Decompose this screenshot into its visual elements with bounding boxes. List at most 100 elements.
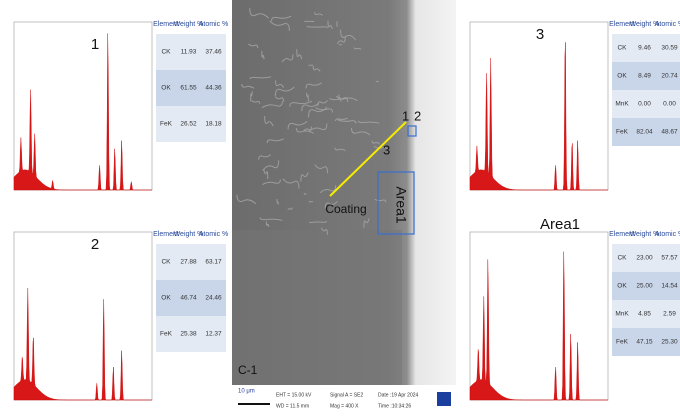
table-cell: OK [161,85,171,92]
info-text: Mag = 400 X [330,403,359,409]
texture-stroke [289,100,313,107]
panel-label: 1 [91,36,99,53]
table-cell: 12.37 [205,331,222,338]
texture-stroke [300,172,309,182]
texture-stroke [374,198,387,203]
table-cell: 23.00 [636,255,653,262]
table-row [156,70,226,106]
texture-stroke [249,76,272,80]
texture-stroke [241,83,255,89]
texture-stroke [373,145,388,151]
table-cell: 24.46 [205,295,222,302]
texture-stroke [296,49,303,60]
texture-stroke [338,94,358,102]
panel-label: 3 [536,26,544,43]
texture-stroke [295,127,314,134]
texture-stroke [308,201,314,203]
table-row [612,62,680,90]
table-cell: 37.46 [205,49,222,56]
texture-stroke [276,198,279,205]
texture-stroke [263,169,269,180]
table-cell: 8.49 [638,73,651,80]
texture-stroke [265,221,270,227]
spot-label: 2 [414,108,421,123]
table-cell: 82.04 [636,129,653,136]
texture-stroke [261,101,283,109]
table-cell: 48.67 [661,129,678,136]
texture-stroke [336,36,346,45]
texture-stroke [250,91,253,102]
texture-stroke [301,102,320,112]
texture-stroke [319,185,337,194]
table-row [612,244,680,272]
spectrum [469,42,608,191]
texture-stroke [329,97,342,102]
texture-stroke [324,200,338,209]
table-cell: 44.36 [205,85,222,92]
panel-label: 2 [91,236,99,253]
logo [437,392,451,406]
table-cell: FeK [160,331,173,338]
table-header: Weight % [174,21,204,28]
texture-stroke [357,120,380,124]
texture-stroke [340,29,357,41]
pointer-line [329,121,407,197]
table-row [612,34,680,62]
panel-label: Area1 [540,216,580,233]
texture-stroke [271,15,292,22]
texture-stroke [353,47,362,50]
table-cell: 11.93 [181,49,197,56]
table-row [612,300,680,328]
table-cell: CK [161,49,171,56]
table-header: Weight % [174,231,204,238]
table-header: Weight % [630,21,660,28]
texture-stroke [334,117,348,121]
texture-stroke [320,227,328,235]
table-header: Element [153,231,179,238]
table-cell: OK [617,283,627,290]
table-header: Atomic % [199,21,229,28]
table-row [612,272,680,300]
info-text: Signal A = SE2 [330,392,363,398]
texture-stroke [334,147,346,152]
spectrum-frame [13,231,153,401]
texture-stroke [312,65,321,72]
table-cell: FeK [616,129,629,136]
table-row [156,316,226,352]
info-text: EHT = 15.00 kV [276,392,312,398]
texture-stroke [371,140,380,145]
spectrum-frame [469,231,609,401]
texture-stroke [236,194,257,205]
table-row [156,34,226,70]
coating-label: Coating [325,202,366,216]
table-cell: OK [617,73,627,80]
scale-label: 10 μm [238,389,255,395]
table-row [612,118,680,146]
texture-stroke [306,92,309,102]
table-cell: 18.18 [205,121,222,128]
texture-stroke [363,218,370,228]
sample-label: C-1 [238,363,258,377]
texture-stroke [308,123,328,133]
texture-stroke [314,164,329,174]
texture-stroke [306,26,329,28]
spot-label: 1 [402,108,409,123]
table-cell: FeK [616,339,629,346]
texture-stroke [305,82,322,89]
table-cell: 63.17 [205,259,222,266]
texture-stroke [275,80,285,88]
texture-stroke [351,127,371,136]
table-header: Element [609,231,635,238]
table-cell: 46.74 [180,295,197,302]
table-header: Element [609,21,635,28]
texture-stroke [249,8,269,19]
info-bar [232,385,456,417]
table-header: Atomic % [655,231,680,238]
texture-stroke [315,107,334,113]
texture-stroke [281,54,294,63]
spectrum [469,251,608,401]
table-row [612,90,680,118]
texture-stroke [269,20,290,31]
texture-stroke [264,116,274,127]
